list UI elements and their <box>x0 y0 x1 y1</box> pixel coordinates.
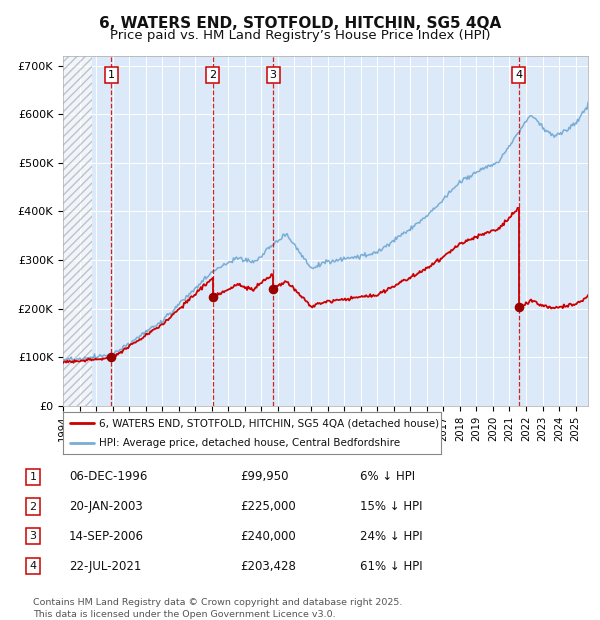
Text: 3: 3 <box>269 70 277 80</box>
Text: 61% ↓ HPI: 61% ↓ HPI <box>360 560 422 572</box>
Point <box>106 353 116 363</box>
Text: 15% ↓ HPI: 15% ↓ HPI <box>360 500 422 513</box>
Text: 20-JAN-2003: 20-JAN-2003 <box>69 500 143 513</box>
Text: 22-JUL-2021: 22-JUL-2021 <box>69 560 142 572</box>
Text: 2: 2 <box>209 70 216 80</box>
Text: Price paid vs. HM Land Registry’s House Price Index (HPI): Price paid vs. HM Land Registry’s House … <box>110 30 490 42</box>
Text: 4: 4 <box>515 70 522 80</box>
Point <box>514 302 523 312</box>
Text: Contains HM Land Registry data © Crown copyright and database right 2025.
This d: Contains HM Land Registry data © Crown c… <box>33 598 403 619</box>
Text: £240,000: £240,000 <box>240 530 296 542</box>
Point <box>208 291 217 301</box>
Text: 4: 4 <box>29 561 37 571</box>
Text: 24% ↓ HPI: 24% ↓ HPI <box>360 530 422 542</box>
Text: 1: 1 <box>29 472 37 482</box>
Text: 2: 2 <box>29 502 37 512</box>
Text: £203,428: £203,428 <box>240 560 296 572</box>
Text: £225,000: £225,000 <box>240 500 296 513</box>
Text: HPI: Average price, detached house, Central Bedfordshire: HPI: Average price, detached house, Cent… <box>99 438 400 448</box>
Bar <box>63 56 92 406</box>
Text: 3: 3 <box>29 531 37 541</box>
Text: 06-DEC-1996: 06-DEC-1996 <box>69 471 148 483</box>
Text: 6% ↓ HPI: 6% ↓ HPI <box>360 471 415 483</box>
Text: £99,950: £99,950 <box>240 471 289 483</box>
Text: 6, WATERS END, STOTFOLD, HITCHIN, SG5 4QA (detached house): 6, WATERS END, STOTFOLD, HITCHIN, SG5 4Q… <box>99 418 439 428</box>
Text: 14-SEP-2006: 14-SEP-2006 <box>69 530 144 542</box>
Point <box>268 285 278 294</box>
Text: 6, WATERS END, STOTFOLD, HITCHIN, SG5 4QA: 6, WATERS END, STOTFOLD, HITCHIN, SG5 4Q… <box>99 16 501 31</box>
Text: 1: 1 <box>108 70 115 80</box>
